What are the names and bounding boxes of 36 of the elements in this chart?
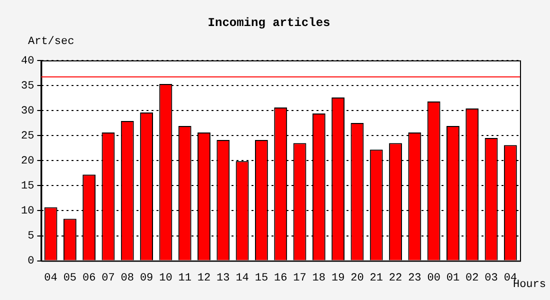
chart-title: Incoming articles (208, 16, 330, 30)
x-tick-label: 00 (427, 272, 440, 284)
x-tick-label: 02 (466, 272, 479, 284)
x-tick-label: 21 (370, 272, 384, 284)
x-tick-label: 18 (312, 272, 326, 284)
y-tick-label: 40 (21, 55, 34, 68)
y-tick-label: 5 (28, 230, 34, 243)
x-tick-label: 05 (63, 272, 77, 284)
x-tick-label: 16 (274, 272, 288, 284)
x-tick-label: 10 (159, 272, 172, 284)
x-axis-title: Hours (512, 279, 546, 292)
x-tick-label: 01 (446, 272, 460, 284)
x-tick-label: 12 (197, 272, 211, 284)
y-tick-label: 25 (21, 130, 34, 142)
y-tick-label: 20 (21, 156, 34, 168)
x-tick-label: 06 (82, 272, 96, 284)
x-tick-label: 20 (350, 272, 364, 284)
x-tick-label: 17 (293, 272, 306, 284)
y-tick-label: 0 (28, 256, 34, 268)
x-tick-label: 08 (120, 272, 134, 284)
x-tick-label: 13 (216, 272, 230, 284)
y-tick-label: 15 (21, 180, 34, 193)
x-tick-label: 14 (236, 272, 250, 284)
y-tick-label: 30 (21, 105, 34, 118)
x-tick-label: 04 (44, 272, 58, 284)
x-tick-label: 23 (408, 272, 422, 284)
x-tick-label: 09 (140, 272, 154, 284)
y-axis-title: Art/sec (28, 36, 74, 48)
x-tick-label: 11 (178, 272, 192, 284)
x-tick-label: 22 (388, 272, 402, 284)
y-tick-label: 35 (21, 80, 34, 92)
x-tick-label: 19 (331, 272, 345, 284)
x-tick-label: 07 (102, 272, 115, 284)
x-tick-label: 15 (254, 272, 268, 284)
x-tick-label: 03 (484, 272, 498, 284)
y-tick-label: 10 (21, 206, 34, 218)
